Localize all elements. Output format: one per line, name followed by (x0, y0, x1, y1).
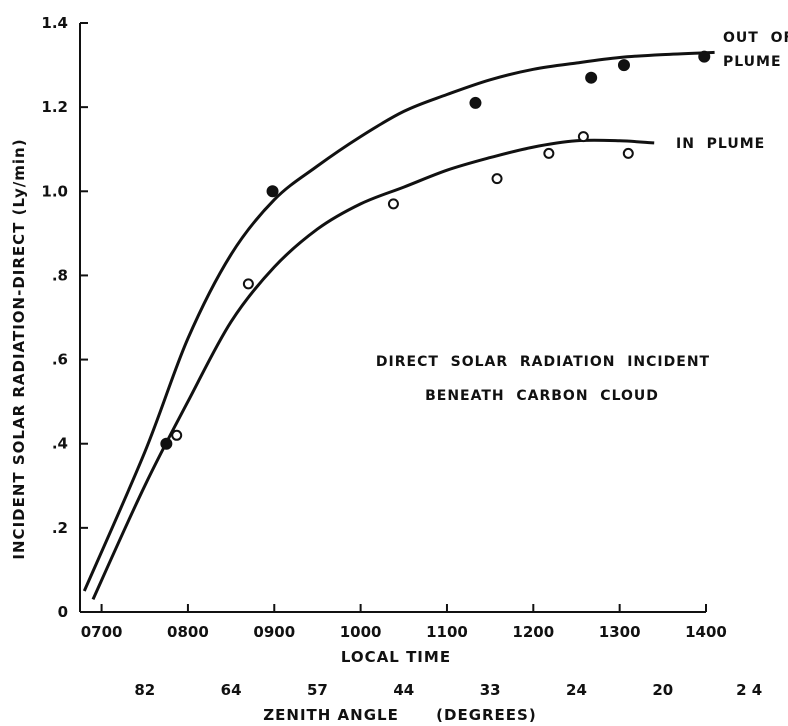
out-of-plume-point (585, 71, 598, 84)
in-plume-point (491, 173, 503, 185)
x-axis-label: LOCAL TIME (341, 648, 451, 666)
zenith-angle-label: 44 (393, 681, 414, 699)
zenith-axis-label: ZENITH ANGLE (DEGREES) (263, 706, 536, 724)
out-of-plume-point (160, 437, 173, 450)
y-tick-label: .4 (52, 435, 68, 453)
x-tick-label: 1000 (340, 623, 382, 641)
zenith-angle-label: 24 (566, 681, 587, 699)
y-tick-label: .6 (52, 351, 68, 369)
y-tick-label: 1.4 (41, 14, 68, 32)
in-plume-point (622, 147, 634, 159)
zenith-angle-label: 64 (221, 681, 242, 699)
zenith-angle-label: 82 (134, 681, 155, 699)
y-tick-label: 1.0 (41, 182, 68, 200)
y-tick-label: .8 (52, 266, 68, 284)
y-tick-label: 0 (58, 603, 68, 621)
data-points (160, 50, 711, 450)
out-of-plume-point (266, 185, 279, 198)
x-tick-label: 1100 (426, 623, 468, 641)
annotation-line-1: DIRECT SOLAR RADIATION INCIDENT (376, 354, 710, 370)
x-tick-label: 1200 (512, 623, 554, 641)
x-tick-label: 0800 (167, 623, 209, 641)
annotation-line-2: BENEATH CARBON CLOUD (425, 388, 659, 404)
series-label-out-of-plume-line-2: PLUME (723, 54, 782, 70)
fitted-curves (82, 50, 715, 601)
series-label-out-of-plume-line-1: OUT OF (723, 30, 788, 46)
in-plume-point (387, 198, 399, 210)
zenith-angle-label: 57 (307, 681, 328, 699)
x-tick-label: 0700 (81, 623, 123, 641)
out-of-plume-point (469, 96, 482, 109)
y-tick-label: 1.2 (41, 98, 68, 116)
out-of-plume-curve (82, 50, 715, 592)
x-tick-label: 1300 (599, 623, 641, 641)
x-tick-label: 0900 (253, 623, 295, 641)
series-label-in-plume: IN PLUME (676, 136, 765, 152)
in-plume-point (577, 131, 589, 143)
out-of-plume-point (617, 59, 630, 72)
x-tick-label: 1400 (685, 623, 727, 641)
zenith-angle-label: 20 (652, 681, 673, 699)
axes: 0 .2 .4 .6 .8 1.0 1.2 1.4 0700 0800 0900 1000 1100 12… (41, 14, 762, 699)
in-plume-point (543, 147, 555, 159)
y-axis-label: INCIDENT SOLAR RADIATION-DIRECT (Ly/min) (10, 138, 28, 559)
in-plume-point (242, 278, 254, 290)
zenith-angle-label: 2 4 (736, 681, 762, 699)
zenith-angle-label: 33 (480, 681, 501, 699)
y-tick-label: .2 (52, 519, 68, 537)
out-of-plume-point (698, 50, 711, 63)
in-plume-curve (91, 138, 655, 601)
in-plume-point (171, 429, 183, 441)
